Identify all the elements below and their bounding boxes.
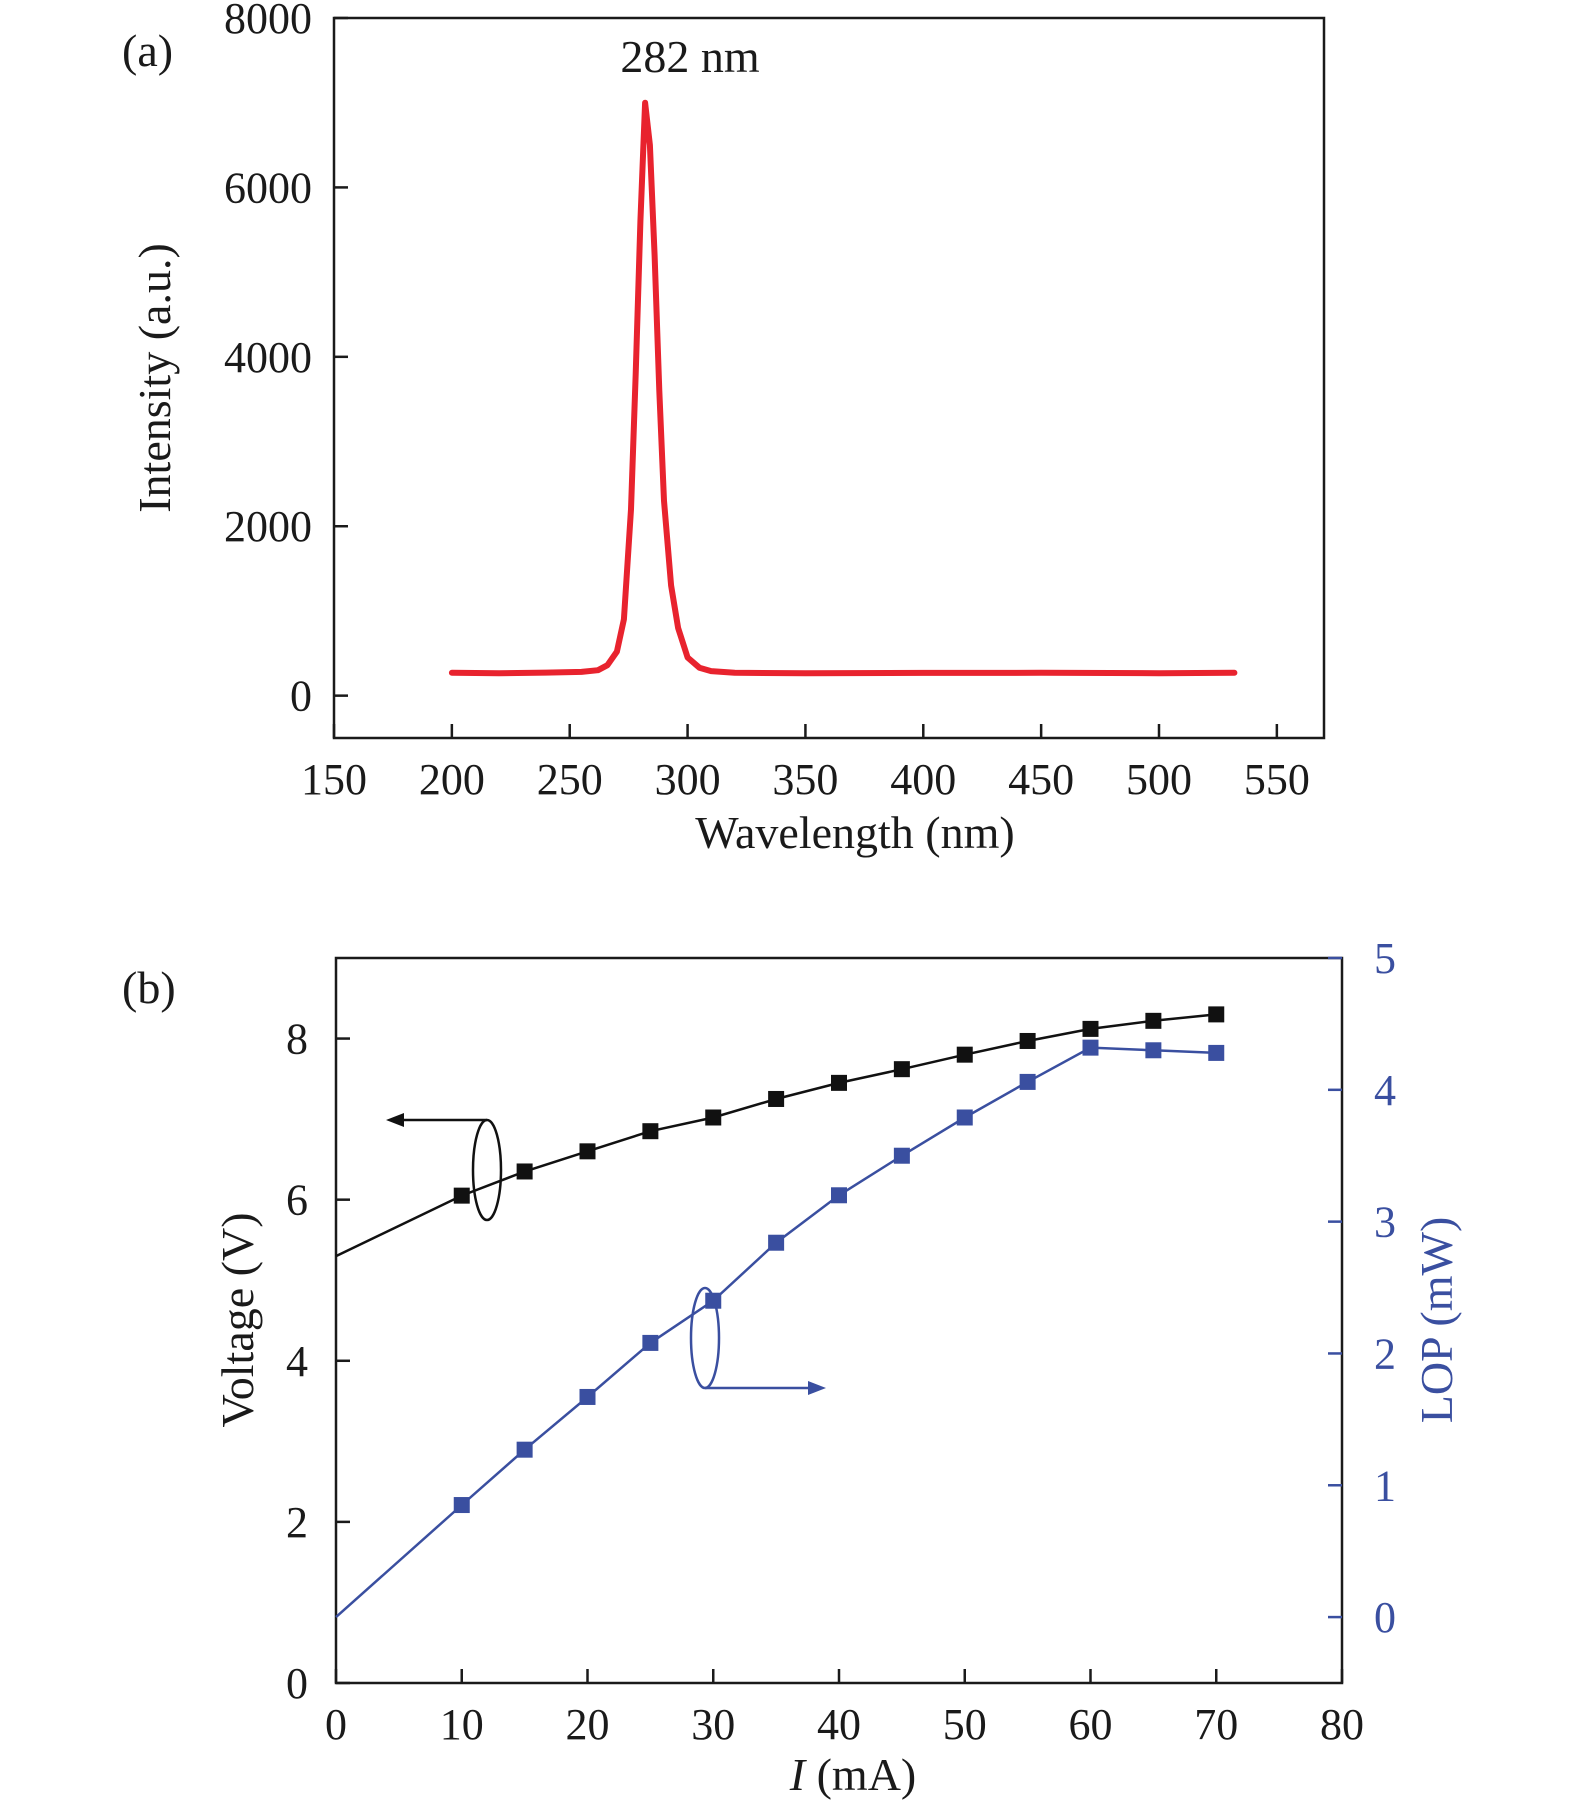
voltage-data-point — [893, 1061, 910, 1078]
lop-data-point — [453, 1497, 470, 1514]
panel-b-y2-tick-label: 0 — [1374, 1593, 1396, 1642]
voltage-data-point — [579, 1143, 596, 1160]
lop-data-point — [831, 1187, 847, 1204]
panel-b-y-tick-label: 0 — [286, 1659, 308, 1708]
panel-b-y-tick-label: 8 — [286, 1015, 308, 1064]
voltage-data-point — [1208, 1006, 1225, 1023]
panel-b-x-tick-label: 0 — [325, 1700, 347, 1749]
voltage-data-point — [1082, 1020, 1099, 1037]
panel-a-y-tick-label: 2000 — [224, 502, 312, 551]
panel-b-y2-tick-label: 3 — [1374, 1198, 1396, 1247]
voltage-data-point — [1019, 1032, 1036, 1049]
voltage-data-point — [705, 1109, 722, 1126]
panel-b-y2-axis-title: LOP (mW) — [1411, 1217, 1462, 1424]
voltage-data-point — [956, 1046, 973, 1063]
panel-b-label: (b) — [122, 962, 176, 1013]
lop-data-point — [579, 1388, 596, 1405]
panel-b-x-tick-label: 10 — [440, 1700, 484, 1749]
panel-a-y-tick-label: 6000 — [224, 163, 312, 212]
panel-a-x-tick-label: 550 — [1244, 755, 1310, 804]
peak-annotation: 282 nm — [620, 31, 760, 82]
panel-b-y2-tick-label: 1 — [1374, 1461, 1396, 1510]
panel-b-y2-tick-label: 2 — [1374, 1329, 1396, 1378]
panel-b-x-tick-label: 50 — [943, 1700, 987, 1749]
lop-series-indicator — [689, 1286, 826, 1395]
panel-b-y2-tick-label: 4 — [1374, 1066, 1396, 1115]
panel-b-iv-lop-chart: (b) 0 10 20 30 40 50 60 70 80 0 2 4 6 8 0 1 2 3 4 5 I (mA… — [122, 934, 1462, 1800]
panel-b-y-tick-label: 2 — [286, 1498, 308, 1547]
panel-a-label: (a) — [122, 25, 173, 76]
spectrum-series-line — [448, 99, 1238, 677]
panel-b-x-tick-label: 30 — [691, 1700, 735, 1749]
voltage-data-point — [453, 1187, 470, 1204]
panel-a-x-tick-label: 450 — [1008, 755, 1074, 804]
panel-b-x-axis-title: I (mA) — [789, 1749, 916, 1800]
lop-series-line — [335, 1046, 1217, 1619]
panel-a-x-axis-title: Wavelength (nm) — [695, 807, 1014, 858]
panel-a-x-tick-label: 300 — [655, 755, 721, 804]
voltage-data-point — [516, 1163, 533, 1180]
lop-data-point — [642, 1334, 659, 1351]
panel-a-y-tick-label: 0 — [290, 672, 312, 721]
panel-a-plot-frame — [332, 16, 1326, 740]
panel-a-x-tick-label: 350 — [772, 755, 838, 804]
lop-data-point — [1082, 1039, 1099, 1056]
voltage-data-point — [642, 1123, 659, 1140]
panel-a-x-tick-label: 400 — [890, 755, 956, 804]
lop-data-point — [516, 1441, 533, 1458]
lop-data-point — [1145, 1042, 1162, 1059]
panel-a-spectrum-chart: (a) 282 nm 150 200 250 300 350 400 450 500 550 0… — [122, 0, 1326, 858]
panel-a-x-tick-label: 150 — [301, 755, 367, 804]
panel-a-x-tick-label: 200 — [419, 755, 485, 804]
panel-a-y-axis-title: Intensity (a.u.) — [129, 243, 180, 513]
lop-data-point — [1208, 1044, 1225, 1061]
panel-a-y-tick-label: 4000 — [224, 333, 312, 382]
panel-b-plot-frame — [334, 956, 1344, 1685]
panel-b-y-tick-label: 4 — [286, 1337, 308, 1386]
voltage-data-point — [768, 1090, 785, 1107]
panel-b-x-tick-label: 70 — [1194, 1700, 1238, 1749]
voltage-series-indicator — [386, 1113, 503, 1222]
panel-b-y-axis-title: Voltage (V) — [212, 1212, 263, 1427]
panel-a-y-tick-label: 8000 — [224, 0, 312, 43]
lop-data-point — [893, 1147, 910, 1164]
voltage-data-point — [1145, 1012, 1162, 1029]
panel-b-y2-tick-label: 5 — [1374, 934, 1396, 983]
lop-data-point — [768, 1234, 785, 1251]
panel-a-x-tick-label: 250 — [537, 755, 603, 804]
panel-a-x-tick-label: 500 — [1126, 755, 1192, 804]
voltage-series-line — [335, 1013, 1217, 1258]
left-arrow-icon — [386, 1113, 404, 1127]
voltage-data-point — [831, 1074, 847, 1091]
panel-b-x-tick-label: 60 — [1069, 1700, 1113, 1749]
right-arrow-icon — [808, 1381, 826, 1395]
lop-data-point — [956, 1109, 973, 1126]
panel-b-y-tick-label: 6 — [286, 1176, 308, 1225]
panel-b-x-tick-label: 40 — [817, 1700, 861, 1749]
panel-b-x-tick-label: 80 — [1320, 1700, 1364, 1749]
lop-data-point — [1019, 1073, 1036, 1090]
panel-b-x-tick-label: 20 — [566, 1700, 610, 1749]
